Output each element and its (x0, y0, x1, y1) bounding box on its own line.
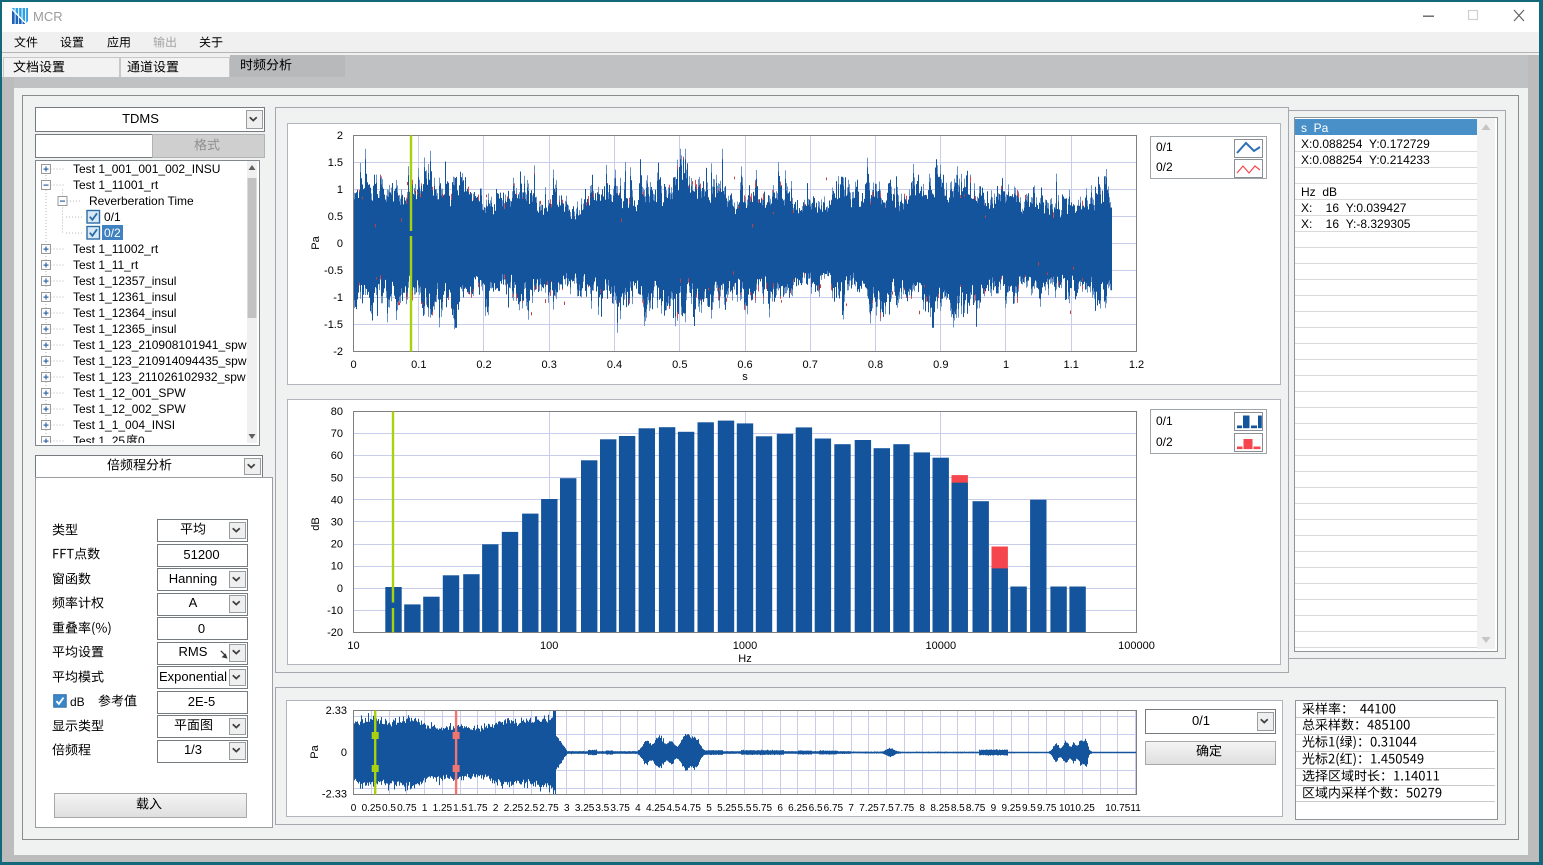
svg-text:6.5: 6.5 (809, 803, 823, 814)
svg-text:1.5: 1.5 (453, 803, 467, 814)
svg-text:0: 0 (337, 583, 343, 595)
svg-text:11: 11 (1130, 803, 1141, 814)
svg-text:dB: dB (310, 517, 322, 530)
svg-text:0/2: 0/2 (1156, 435, 1173, 449)
svg-text:s: s (742, 371, 748, 383)
svg-text:0.5: 0.5 (328, 211, 343, 223)
svg-text:20: 20 (331, 539, 343, 551)
svg-text:7: 7 (848, 803, 854, 814)
svg-text:0.1: 0.1 (411, 359, 426, 371)
svg-text:70: 70 (331, 428, 343, 440)
svg-text:0.75: 0.75 (397, 803, 417, 814)
svg-text:7.5: 7.5 (880, 803, 894, 814)
svg-text:3.5: 3.5 (595, 803, 609, 814)
svg-text:8: 8 (920, 803, 926, 814)
svg-text:-2: -2 (333, 346, 343, 358)
svg-text:1.2: 1.2 (1129, 359, 1144, 371)
svg-text:2.75: 2.75 (539, 803, 559, 814)
svg-text:-1: -1 (333, 292, 343, 304)
svg-text:Pa: Pa (310, 235, 322, 249)
svg-text:30: 30 (331, 517, 343, 529)
svg-text:0/1: 0/1 (1156, 414, 1173, 428)
svg-text:4.5: 4.5 (666, 803, 680, 814)
svg-text:7.25: 7.25 (859, 803, 879, 814)
svg-text:10: 10 (1059, 803, 1071, 814)
svg-text:0.7: 0.7 (803, 359, 818, 371)
svg-text:0: 0 (351, 803, 357, 814)
svg-text:0.3: 0.3 (542, 359, 557, 371)
svg-text:-1.5: -1.5 (324, 319, 343, 331)
svg-text:0: 0 (350, 359, 356, 371)
svg-text:10000: 10000 (926, 640, 957, 652)
svg-text:2: 2 (337, 130, 343, 142)
svg-text:0.6: 0.6 (737, 359, 752, 371)
svg-text:1.75: 1.75 (468, 803, 488, 814)
svg-text:50: 50 (331, 472, 343, 484)
svg-text:10: 10 (331, 561, 343, 573)
svg-text:10.75: 10.75 (1105, 803, 1130, 814)
svg-text:2.33: 2.33 (326, 705, 347, 717)
svg-text:40: 40 (331, 494, 343, 506)
svg-text:80: 80 (331, 406, 343, 418)
svg-text:-20: -20 (327, 627, 343, 639)
svg-text:9: 9 (991, 803, 997, 814)
svg-text:100: 100 (540, 640, 558, 652)
svg-text:0/1: 0/1 (1156, 140, 1173, 154)
svg-text:5: 5 (706, 803, 712, 814)
svg-text:1: 1 (422, 803, 428, 814)
svg-text:6.75: 6.75 (824, 803, 844, 814)
svg-text:0.8: 0.8 (868, 359, 883, 371)
svg-text:0.9: 0.9 (933, 359, 948, 371)
svg-text:2: 2 (493, 803, 499, 814)
svg-text:Pa: Pa (309, 744, 321, 758)
svg-text:-10: -10 (327, 605, 343, 617)
svg-text:1.5: 1.5 (328, 157, 343, 169)
svg-text:100000: 100000 (1118, 640, 1155, 652)
svg-text:Hz: Hz (738, 653, 751, 665)
svg-text:0: 0 (337, 238, 343, 250)
svg-text:9.5: 9.5 (1022, 803, 1036, 814)
svg-text:5.5: 5.5 (738, 803, 752, 814)
svg-text:0.25: 0.25 (362, 803, 382, 814)
svg-text:0/2: 0/2 (1156, 160, 1173, 174)
svg-text:1: 1 (1003, 359, 1009, 371)
svg-text:2.25: 2.25 (504, 803, 524, 814)
svg-text:6: 6 (777, 803, 783, 814)
svg-text:4: 4 (635, 803, 641, 814)
svg-text:1.1: 1.1 (1064, 359, 1079, 371)
svg-text:1: 1 (337, 184, 343, 196)
svg-text:1.25: 1.25 (433, 803, 453, 814)
svg-text:8.5: 8.5 (951, 803, 965, 814)
svg-text:0.5: 0.5 (672, 359, 687, 371)
svg-text:-0.5: -0.5 (324, 265, 343, 277)
svg-text:1000: 1000 (733, 640, 757, 652)
svg-text:2.5: 2.5 (524, 803, 538, 814)
svg-text:60: 60 (331, 450, 343, 462)
svg-text:6.25: 6.25 (788, 803, 808, 814)
svg-text:-2.33: -2.33 (322, 789, 347, 801)
svg-text:8.25: 8.25 (930, 803, 950, 814)
svg-text:7.75: 7.75 (895, 803, 915, 814)
svg-text:8.75: 8.75 (966, 803, 986, 814)
svg-text:9.25: 9.25 (1001, 803, 1021, 814)
svg-text:5.75: 5.75 (753, 803, 773, 814)
svg-text:0.4: 0.4 (607, 359, 622, 371)
svg-text:3.75: 3.75 (610, 803, 630, 814)
svg-text:10.25: 10.25 (1070, 803, 1095, 814)
svg-text:0.2: 0.2 (476, 359, 491, 371)
svg-text:3: 3 (564, 803, 570, 814)
svg-text:5.25: 5.25 (717, 803, 737, 814)
svg-text:0: 0 (341, 747, 347, 759)
svg-text:0.5: 0.5 (382, 803, 396, 814)
svg-text:4.25: 4.25 (646, 803, 666, 814)
svg-text:10: 10 (347, 640, 359, 652)
svg-text:9.75: 9.75 (1037, 803, 1057, 814)
svg-text:3.25: 3.25 (575, 803, 595, 814)
svg-text:4.75: 4.75 (681, 803, 701, 814)
